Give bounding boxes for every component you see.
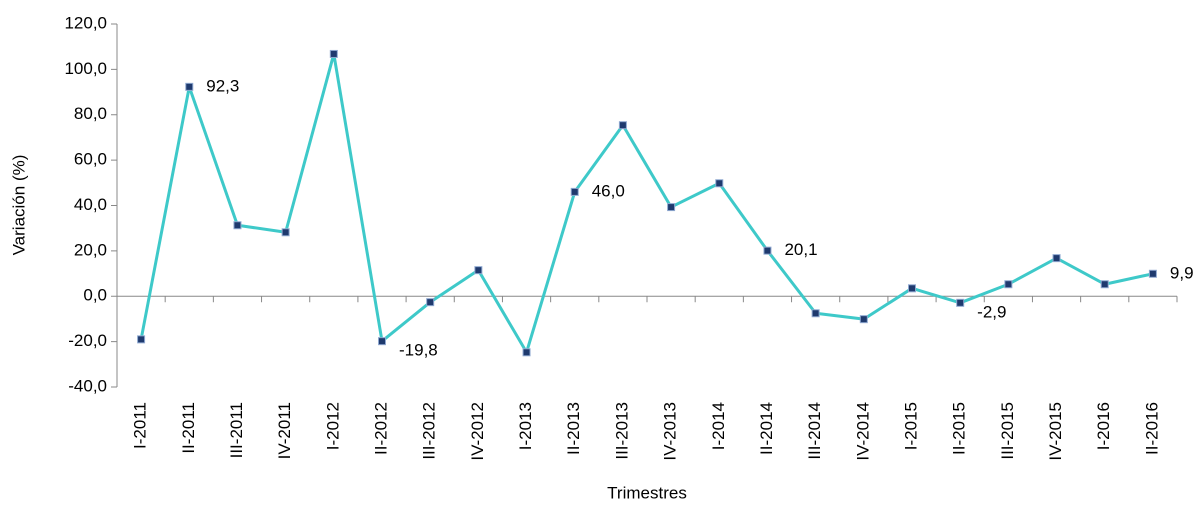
x-axis-label: Trimestres bbox=[607, 483, 687, 502]
point bbox=[1052, 254, 1061, 263]
x-tick-label: II-2012 bbox=[371, 402, 390, 455]
x-tick-label: II-2014 bbox=[757, 402, 776, 455]
point bbox=[474, 266, 483, 275]
x-tick-label: I-2013 bbox=[516, 402, 535, 450]
x-tick-label: I-2016 bbox=[1094, 402, 1113, 450]
point bbox=[522, 348, 531, 357]
data-label: 20,1 bbox=[784, 240, 817, 259]
data-label: -19,8 bbox=[399, 341, 438, 360]
x-tick-label: III-2012 bbox=[420, 402, 439, 460]
x-tick-label: IV-2011 bbox=[275, 402, 294, 459]
x-tick-label: I-2012 bbox=[323, 402, 342, 450]
point bbox=[1100, 280, 1109, 289]
y-tick-label: -40,0 bbox=[68, 376, 107, 395]
point bbox=[329, 49, 338, 58]
point bbox=[618, 121, 627, 130]
x-tick-label: I-2011 bbox=[131, 402, 150, 449]
y-tick-label: 120,0 bbox=[64, 13, 107, 32]
data-label: 46,0 bbox=[592, 181, 625, 200]
point bbox=[1004, 280, 1013, 289]
point bbox=[137, 335, 146, 344]
x-tick-label: IV-2013 bbox=[661, 402, 680, 461]
y-tick-label: 0,0 bbox=[83, 286, 107, 305]
point bbox=[908, 284, 916, 293]
y-tick-label: 80,0 bbox=[74, 104, 107, 123]
point bbox=[1148, 269, 1157, 278]
point bbox=[763, 246, 772, 255]
x-tick-label: IV-2015 bbox=[1046, 402, 1065, 461]
data-label: 9,9 bbox=[1170, 263, 1194, 282]
point bbox=[185, 82, 194, 91]
x-tick-label: IV-2012 bbox=[468, 402, 487, 461]
point bbox=[667, 203, 676, 212]
y-tick-label: 100,0 bbox=[64, 59, 107, 78]
series-line bbox=[139, 52, 1154, 354]
point bbox=[859, 315, 868, 324]
x-tick-label: III-2013 bbox=[612, 402, 631, 460]
x-tick-label: I-2014 bbox=[709, 402, 728, 450]
data-label: -2,9 bbox=[977, 302, 1006, 321]
point bbox=[715, 179, 724, 188]
x-tick-label: II-2011 bbox=[179, 402, 198, 454]
point bbox=[426, 298, 435, 307]
y-tick-label: -20,0 bbox=[68, 331, 107, 350]
y-axis-label: Variación (%) bbox=[9, 155, 28, 256]
y-tick-label: 40,0 bbox=[74, 195, 107, 214]
x-tick-label: II-2015 bbox=[950, 402, 969, 455]
data-label: 92,3 bbox=[206, 76, 239, 95]
y-tick-label: 20,0 bbox=[74, 240, 107, 259]
point bbox=[378, 337, 386, 346]
y-tick-label: 60,0 bbox=[74, 150, 107, 169]
x-tick-label: III-2011 bbox=[227, 402, 246, 458]
point bbox=[956, 298, 965, 307]
x-tick-label: II-2016 bbox=[1142, 402, 1161, 455]
point bbox=[570, 187, 579, 196]
x-tick-label: IV-2014 bbox=[853, 402, 872, 461]
x-tick-label: II-2013 bbox=[564, 402, 583, 455]
x-tick-label: III-2014 bbox=[805, 402, 824, 460]
x-tick-label: III-2015 bbox=[998, 402, 1017, 460]
x-tick-label: I-2015 bbox=[901, 402, 920, 450]
point bbox=[281, 228, 290, 237]
point bbox=[233, 221, 242, 230]
point bbox=[811, 309, 820, 318]
